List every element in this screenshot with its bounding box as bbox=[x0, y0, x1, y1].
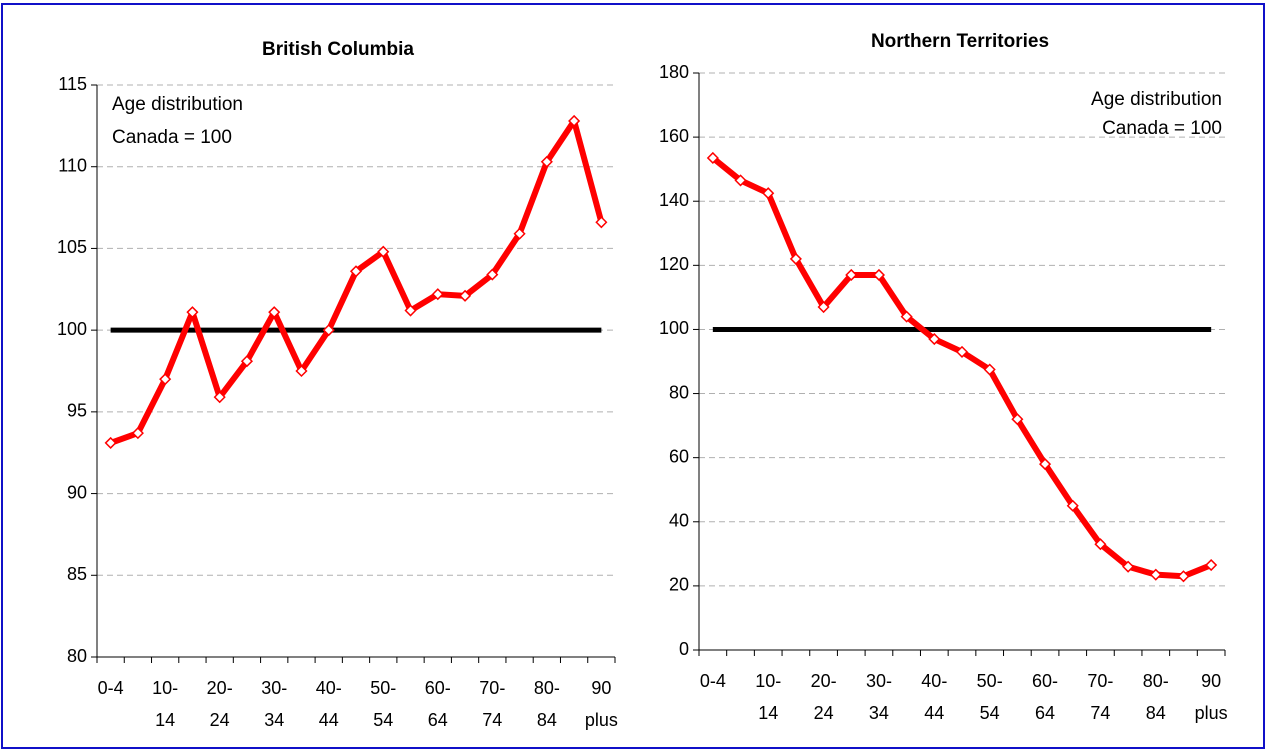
point-marker bbox=[983, 363, 996, 376]
point-marker bbox=[872, 268, 886, 282]
y-tick-label: 100 bbox=[659, 318, 689, 338]
point-marker bbox=[762, 187, 775, 200]
point-marker bbox=[540, 155, 553, 168]
x-tick-label: 60-64 bbox=[1032, 671, 1058, 723]
x-tick-label: 90 plus bbox=[585, 678, 618, 730]
point-marker bbox=[1094, 538, 1107, 551]
y-tick-label: 140 bbox=[659, 190, 689, 210]
y-tick-label: 0 bbox=[679, 639, 689, 659]
point-marker bbox=[817, 300, 830, 314]
point-marker bbox=[845, 268, 858, 282]
y-tick-label: 80 bbox=[669, 382, 689, 402]
point-marker bbox=[928, 333, 941, 346]
y-tick-label: 60 bbox=[669, 446, 689, 466]
annotation: Canada = 100 bbox=[112, 127, 232, 148]
x-tick-label: 50-54 bbox=[977, 671, 1003, 723]
x-tick-label: 60-64 bbox=[425, 678, 451, 730]
x-tick-label: 20-24 bbox=[811, 671, 837, 723]
y-tick-label: 90 bbox=[67, 482, 87, 502]
point-marker bbox=[706, 151, 719, 165]
x-tick-label: 70-74 bbox=[1087, 671, 1113, 723]
point-marker bbox=[486, 268, 499, 281]
point-marker bbox=[431, 288, 444, 301]
point-marker bbox=[1149, 568, 1162, 581]
point-marker bbox=[1066, 499, 1079, 512]
y-tick-label: 85 bbox=[67, 564, 87, 584]
y-tick-label: 120 bbox=[659, 254, 689, 274]
point-marker bbox=[268, 306, 281, 319]
frame bbox=[1, 3, 1265, 749]
point-marker bbox=[349, 265, 363, 278]
point-marker bbox=[1205, 558, 1218, 572]
y-tick-label: 110 bbox=[58, 155, 87, 175]
point-marker bbox=[955, 345, 969, 358]
point-marker bbox=[295, 364, 308, 378]
x-tick-label: 20-24 bbox=[207, 678, 233, 730]
point-marker bbox=[377, 245, 390, 258]
y-tick-label: 80 bbox=[67, 646, 87, 666]
x-tick-label: 40-44 bbox=[316, 678, 342, 730]
x-tick-label: 40-44 bbox=[921, 671, 947, 723]
x-tick-label: 70-74 bbox=[479, 678, 505, 730]
x-tick-label: 10-14 bbox=[152, 678, 178, 730]
y-tick-label: 40 bbox=[669, 511, 689, 531]
point-marker bbox=[213, 391, 226, 404]
y-tick-label: 105 bbox=[57, 237, 87, 257]
annotation: Canada = 100 bbox=[1102, 118, 1222, 139]
point-marker bbox=[1038, 458, 1052, 471]
x-tick-label: 30-34 bbox=[261, 678, 287, 730]
point-marker bbox=[900, 310, 913, 323]
annotation: Age distribution bbox=[1091, 89, 1222, 110]
chart-title: British Columbia bbox=[262, 39, 414, 60]
point-marker bbox=[458, 289, 472, 302]
x-tick-label: 0-4 bbox=[98, 678, 124, 698]
point-marker bbox=[595, 216, 608, 229]
x-tick-label: 0-4 bbox=[700, 671, 726, 691]
point-marker bbox=[1122, 560, 1135, 573]
point-marker bbox=[186, 306, 199, 319]
point-marker bbox=[104, 436, 117, 449]
x-tick-label: 90 plus bbox=[1195, 671, 1228, 723]
point-marker bbox=[568, 114, 581, 128]
point-marker bbox=[240, 355, 254, 368]
point-marker bbox=[1011, 413, 1024, 426]
x-tick-label: 80-84 bbox=[534, 678, 560, 730]
x-tick-label: 80-84 bbox=[1143, 671, 1169, 723]
y-tick-label: 100 bbox=[57, 319, 87, 339]
point-marker bbox=[404, 304, 417, 317]
point-marker bbox=[159, 373, 172, 386]
point-marker bbox=[322, 324, 335, 337]
x-tick-label: 50-54 bbox=[370, 678, 396, 730]
x-tick-label: 10-14 bbox=[755, 671, 781, 723]
point-marker bbox=[513, 227, 526, 240]
chart-title: Northern Territories bbox=[871, 31, 1049, 52]
y-tick-label: 115 bbox=[58, 74, 87, 94]
point-marker bbox=[789, 252, 802, 265]
y-tick-label: 20 bbox=[669, 575, 689, 595]
y-tick-label: 160 bbox=[659, 126, 689, 146]
annotation: Age distribution bbox=[112, 94, 243, 115]
x-tick-label: 30-34 bbox=[866, 671, 892, 723]
point-marker bbox=[734, 174, 747, 187]
y-tick-label: 95 bbox=[67, 401, 87, 421]
point-marker bbox=[1177, 570, 1190, 583]
y-tick-label: 180 bbox=[659, 62, 689, 82]
point-marker bbox=[131, 427, 144, 440]
